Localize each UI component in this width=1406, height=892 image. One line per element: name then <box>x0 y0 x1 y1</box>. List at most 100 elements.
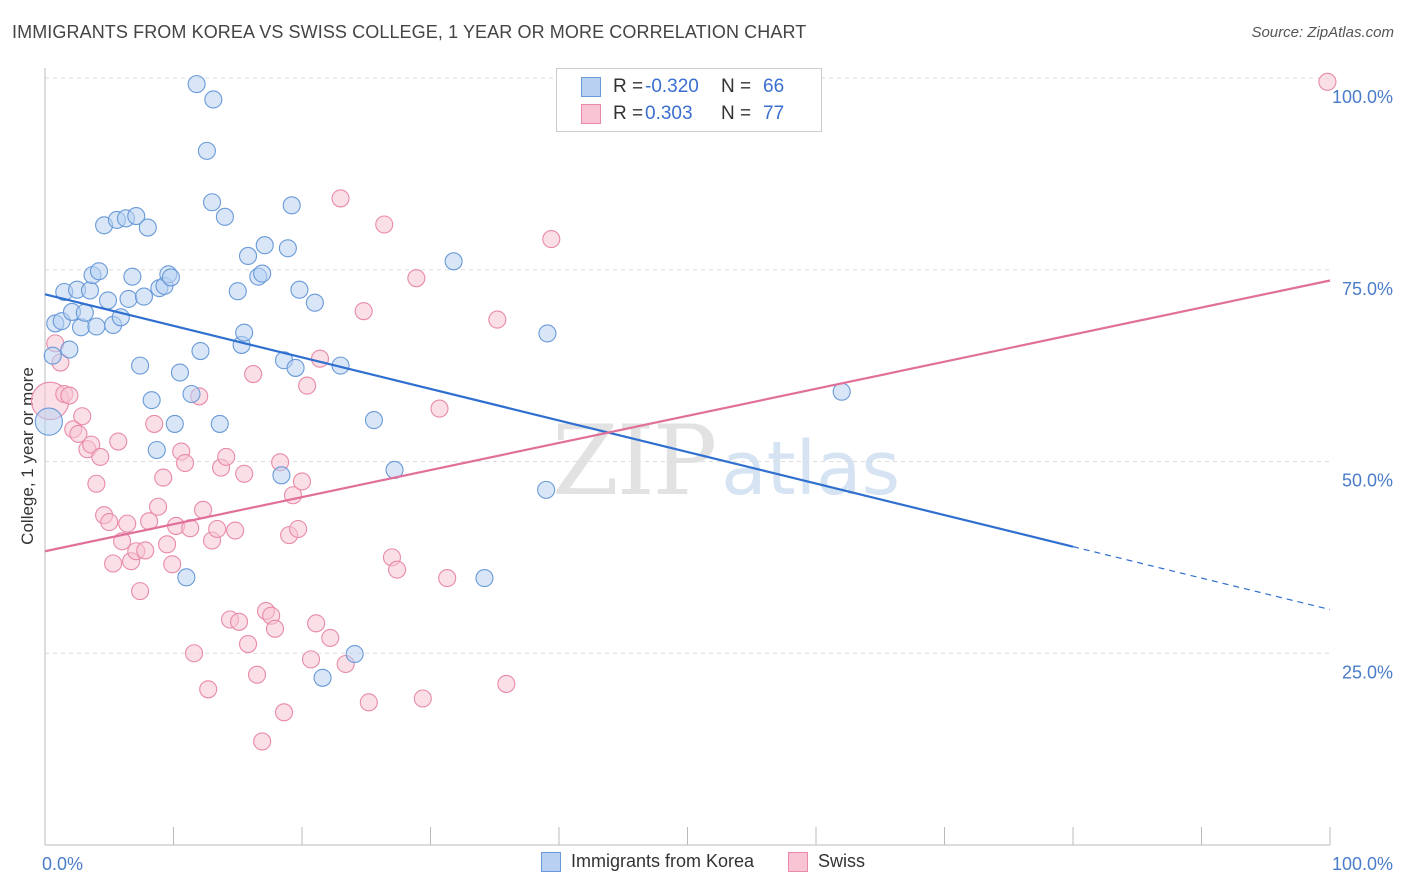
tick-labels: 25.0% 50.0% 75.0% 100.0% 0.0% 100.0% <box>42 87 1393 874</box>
data-point <box>215 207 234 226</box>
legend-n-label: N = <box>721 103 752 124</box>
y-tick-label: 50.0% <box>1342 471 1393 491</box>
data-point <box>244 365 263 384</box>
data-point <box>149 497 168 516</box>
series-legend: Immigrants from Korea Swiss <box>0 851 1406 872</box>
data-point <box>113 532 132 551</box>
legend-row-swiss: R = 0.303 N = 77 <box>581 101 784 127</box>
y-tick-label: 25.0% <box>1342 662 1393 682</box>
legend-n-value: 77 <box>763 103 785 124</box>
swiss-points <box>30 72 1337 751</box>
data-point <box>177 568 196 587</box>
data-point <box>278 239 297 258</box>
data-point <box>286 358 305 377</box>
korea-points <box>34 75 851 687</box>
data-point <box>301 650 321 669</box>
data-point <box>154 468 173 487</box>
data-point <box>89 262 109 281</box>
data-point <box>145 414 164 433</box>
data-point <box>147 440 166 460</box>
legend-swatch-korea <box>540 851 561 872</box>
data-point <box>131 356 150 375</box>
legend-swatch-swiss <box>581 104 601 124</box>
data-point <box>187 75 206 94</box>
data-point <box>255 236 274 255</box>
data-point <box>199 680 218 699</box>
data-point <box>359 693 378 712</box>
trend-line-swiss <box>44 279 1331 553</box>
legend-n-value: 66 <box>763 76 785 97</box>
data-point <box>272 466 291 485</box>
axes <box>44 68 1331 846</box>
data-point <box>247 665 267 684</box>
data-point <box>274 703 294 722</box>
data-point <box>388 560 407 579</box>
data-point <box>217 447 236 466</box>
data-point <box>307 614 326 633</box>
data-point <box>228 282 247 301</box>
data-point <box>375 215 394 234</box>
watermark: ZIPatlas <box>552 405 900 517</box>
data-point <box>98 291 118 310</box>
data-point <box>60 340 79 359</box>
data-point <box>282 196 301 215</box>
data-point <box>87 317 106 336</box>
data-point <box>118 514 137 533</box>
data-point <box>165 414 184 433</box>
x-tick-label: 100.0% <box>1332 854 1393 874</box>
correlation-legend: R = -0.320 N = 66 R = 0.303 N = 77 <box>556 68 822 132</box>
legend-label-korea: Immigrants from Korea <box>570 851 755 871</box>
data-point <box>345 644 364 664</box>
trend-line-korea-extension <box>1072 546 1331 611</box>
data-point <box>87 474 106 493</box>
data-point <box>161 268 180 287</box>
data-point <box>313 668 332 687</box>
legend-item-swiss[interactable]: Swiss <box>788 851 865 872</box>
chart-title: IMMIGRANTS FROM KOREA VS SWISS COLLEGE, … <box>12 22 807 42</box>
data-point <box>136 541 155 560</box>
data-point <box>413 689 432 708</box>
data-point <box>1318 72 1337 91</box>
y-tick-label: 100.0% <box>1332 87 1393 107</box>
legend-item-korea[interactable]: Immigrants from Korea <box>540 851 755 872</box>
data-point <box>163 555 182 574</box>
data-point <box>253 732 272 751</box>
data-point <box>34 407 64 436</box>
data-point <box>208 519 227 539</box>
data-point <box>182 384 201 404</box>
data-point <box>109 432 128 451</box>
data-point <box>119 289 138 308</box>
source-label: Source: ZipAtlas.com <box>1251 24 1394 41</box>
data-point <box>238 246 258 265</box>
data-point <box>203 193 222 212</box>
data-point <box>238 634 258 654</box>
data-point <box>430 399 449 418</box>
data-point <box>127 207 146 226</box>
data-point <box>354 302 373 321</box>
data-point <box>131 582 150 601</box>
data-point <box>542 230 561 249</box>
data-point <box>43 346 62 365</box>
data-point <box>191 342 210 361</box>
data-point <box>265 619 285 638</box>
data-point <box>185 644 204 663</box>
legend-r-value: -0.320 <box>645 76 699 97</box>
data-point <box>298 376 317 395</box>
data-point <box>138 218 157 237</box>
data-point <box>310 349 330 368</box>
trend-line-korea <box>44 293 1074 548</box>
data-point <box>197 141 216 160</box>
legend-r-label: R = <box>613 76 644 97</box>
legend-swatch-korea <box>581 77 601 97</box>
legend-label-swiss: Swiss <box>818 851 866 871</box>
data-point <box>475 569 494 588</box>
data-point <box>407 269 426 288</box>
legend-row-korea: R = -0.320 N = 66 <box>581 74 784 100</box>
data-point <box>170 363 189 382</box>
watermark-zip: ZIP <box>552 405 717 517</box>
data-point <box>82 435 101 454</box>
data-point <box>104 554 123 573</box>
data-point <box>229 612 249 631</box>
legend-r-label: R = <box>613 103 644 124</box>
data-point <box>444 252 463 271</box>
